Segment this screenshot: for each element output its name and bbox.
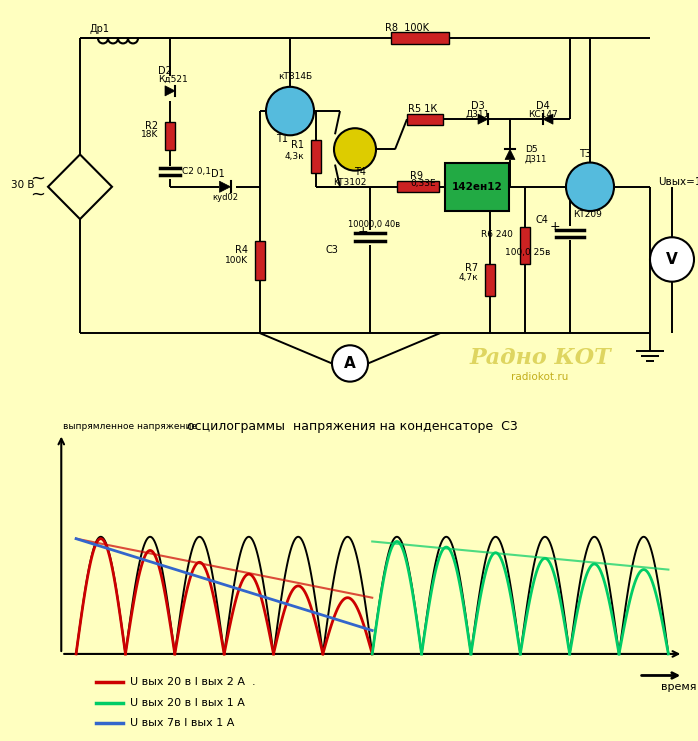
Bar: [255, 242, 265, 279]
Polygon shape: [219, 182, 230, 193]
Polygon shape: [478, 114, 488, 124]
Text: R9: R9: [410, 170, 423, 181]
Text: R2: R2: [145, 122, 158, 131]
Bar: [445, 162, 509, 211]
Text: D4: D4: [536, 101, 550, 111]
Text: T1: T1: [276, 134, 288, 144]
Text: 18K: 18K: [140, 130, 158, 139]
Text: U вых 7в I вых 1 А: U вых 7в I вых 1 А: [131, 718, 235, 728]
Text: R6 240: R6 240: [481, 230, 513, 239]
Circle shape: [334, 128, 376, 170]
Text: D3: D3: [471, 101, 485, 111]
Polygon shape: [543, 114, 553, 124]
Text: выпрямленное напряжение: выпрямленное напряжение: [64, 422, 198, 431]
Polygon shape: [165, 86, 175, 96]
Polygon shape: [48, 154, 112, 219]
Text: +: +: [358, 225, 369, 238]
Text: 100,0 25в: 100,0 25в: [505, 248, 550, 257]
Text: U вых 20 в I вых 1 А: U вых 20 в I вых 1 А: [131, 698, 245, 708]
Text: V: V: [666, 252, 678, 267]
Text: время: время: [660, 682, 696, 692]
Text: ~: ~: [31, 170, 45, 187]
Polygon shape: [505, 150, 515, 159]
Text: C2 0,1: C2 0,1: [182, 167, 211, 176]
Text: R5 1К: R5 1К: [408, 104, 437, 114]
Text: U вых 20 в I вых 2 А  .: U вых 20 в I вых 2 А .: [131, 677, 256, 687]
Text: R1: R1: [291, 140, 304, 150]
Text: Радно КОТ: Радно КОТ: [469, 348, 611, 370]
Bar: [311, 140, 321, 173]
Text: КС147: КС147: [528, 110, 558, 119]
Circle shape: [566, 162, 614, 211]
Text: Кд521: Кд521: [158, 76, 188, 84]
Text: KT3102: KT3102: [334, 179, 366, 187]
Text: C4: C4: [535, 215, 548, 225]
Bar: [407, 113, 443, 124]
Bar: [520, 227, 530, 264]
Bar: [485, 264, 495, 296]
Text: D5: D5: [525, 145, 537, 154]
Text: 10000,0 40в: 10000,0 40в: [348, 219, 400, 229]
Text: 100K: 100K: [225, 256, 248, 265]
Text: Д311: Д311: [466, 110, 490, 119]
Text: C3: C3: [325, 245, 338, 256]
Text: Д311: Д311: [525, 155, 547, 164]
Text: 142ен12: 142ен12: [452, 182, 503, 192]
Text: +: +: [549, 219, 560, 233]
Text: radiokot.ru: radiokot.ru: [512, 371, 569, 382]
Text: D1: D1: [211, 169, 225, 179]
Circle shape: [332, 345, 368, 382]
Bar: [391, 33, 449, 44]
Text: D2: D2: [158, 66, 172, 76]
Text: осцилограммы  напряжения на конденсаторе  C3: осцилограммы напряжения на конденсаторе …: [187, 419, 518, 433]
Text: R4: R4: [235, 245, 248, 256]
Text: 4,7к: 4,7к: [459, 273, 478, 282]
Text: кT814Б: кT814Б: [278, 72, 312, 82]
Circle shape: [650, 237, 694, 282]
Text: T3: T3: [579, 150, 591, 159]
Text: T4: T4: [354, 167, 366, 176]
Text: кyd02: кyd02: [212, 193, 238, 202]
Text: 0,33Е: 0,33Е: [410, 179, 436, 188]
Text: R8  100K: R8 100K: [385, 23, 429, 33]
Text: Uвых=1,5-25V: Uвых=1,5-25V: [658, 177, 698, 187]
Bar: [165, 122, 175, 150]
Text: КТ209: КТ209: [574, 210, 602, 219]
Text: R7: R7: [465, 262, 478, 273]
Circle shape: [266, 87, 314, 136]
Text: 4,3к: 4,3к: [284, 152, 304, 161]
Text: 30 В: 30 В: [11, 180, 35, 190]
Text: Др1: Др1: [90, 24, 110, 34]
Text: ~: ~: [31, 186, 45, 204]
Text: А: А: [344, 356, 356, 371]
Bar: [397, 182, 439, 193]
